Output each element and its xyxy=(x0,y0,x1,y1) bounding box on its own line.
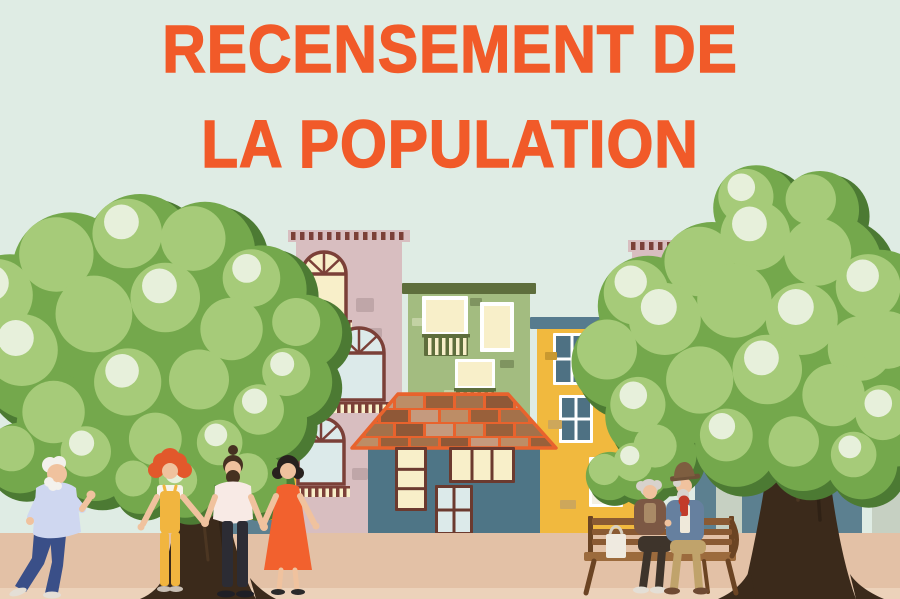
elderly-man xyxy=(664,462,709,595)
old-man-waving xyxy=(9,456,96,599)
family-holding-hands xyxy=(137,445,320,598)
woman-redhead-overalls xyxy=(137,448,209,592)
woman-orange-dress xyxy=(259,455,320,595)
tree-left xyxy=(0,194,353,599)
man-bearded xyxy=(203,445,268,598)
tree-left-canopy xyxy=(0,194,353,525)
poster-title: RECENSEMENT DE LA POPULATION xyxy=(0,2,900,192)
title-line-1: RECENSEMENT DE xyxy=(162,11,738,88)
title-line-2: LA POPULATION xyxy=(201,106,699,183)
building-pink-left xyxy=(288,230,410,533)
tree-right xyxy=(571,165,900,599)
elderly-woman xyxy=(633,479,681,594)
tree-right-canopy xyxy=(571,165,900,508)
elderly-couple xyxy=(633,462,709,595)
